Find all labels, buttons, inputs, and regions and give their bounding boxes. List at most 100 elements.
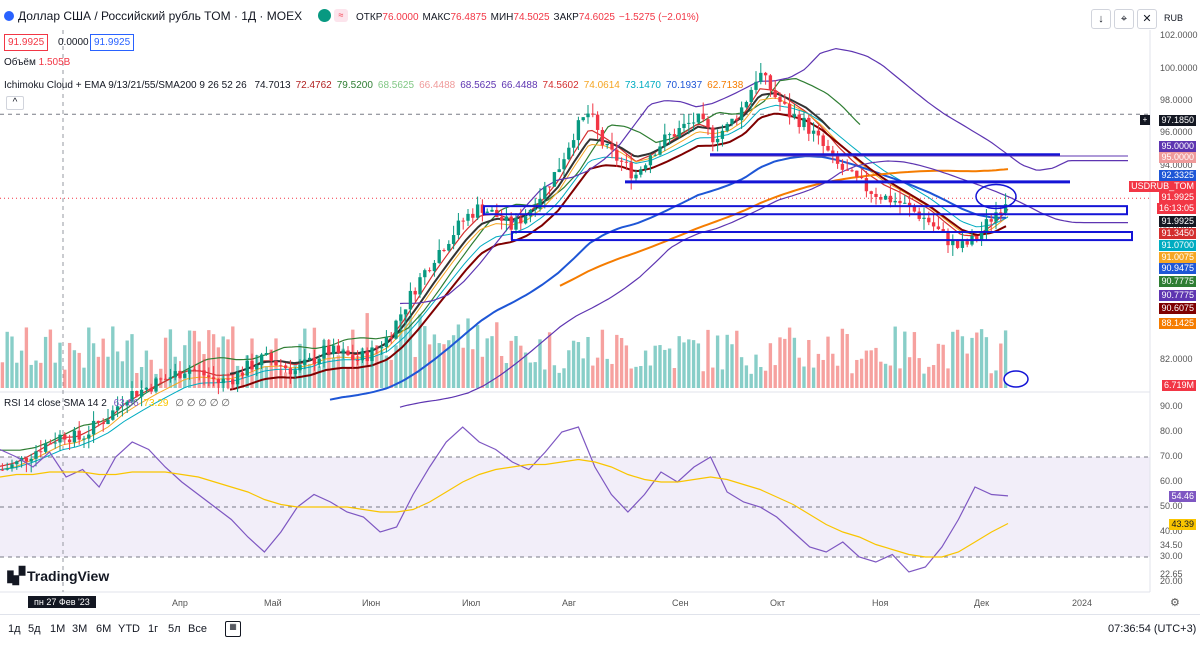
volume-bar	[240, 372, 245, 388]
ohlc-key: МИН	[490, 12, 514, 23]
timeframe-button[interactable]: 5л	[168, 623, 181, 635]
candle-body	[663, 134, 667, 147]
candle-body	[202, 370, 206, 376]
candle-body	[490, 209, 494, 212]
volume-value: 1.505B	[38, 57, 71, 68]
volume-bar	[922, 373, 926, 388]
candle-body	[216, 379, 221, 384]
volume-bar	[226, 339, 230, 388]
arrow-down-icon[interactable]: ↓	[1091, 9, 1111, 29]
candle-body	[250, 361, 254, 370]
candle-body	[658, 146, 662, 155]
volume-bar	[778, 337, 782, 388]
candle-body	[312, 357, 317, 365]
volume-bar	[331, 357, 336, 388]
candle-body	[432, 262, 437, 272]
candle-body	[269, 353, 273, 361]
collapse-legend-button[interactable]: ^	[6, 96, 24, 110]
volume-bar	[581, 358, 585, 388]
volume-bar	[629, 368, 633, 388]
approx-data-icon[interactable]: ≈	[334, 9, 348, 22]
volume-bar	[533, 362, 537, 388]
settings-gear-icon[interactable]: ⚙	[1170, 597, 1180, 609]
price-axis-label: 88.1425	[1159, 318, 1196, 329]
volume-bar	[787, 327, 792, 388]
candle-body	[423, 270, 427, 278]
volume-bar	[696, 343, 701, 388]
timeframe-button[interactable]: YTD	[118, 623, 140, 635]
volume-legend[interactable]: Объём 1.505B	[4, 57, 70, 68]
timeframe-button[interactable]: 1г	[148, 623, 159, 635]
volume-bar	[802, 366, 806, 388]
candle-body	[139, 389, 144, 397]
candle-body	[39, 451, 43, 453]
rsi-tick-label: 22.65	[1160, 569, 1183, 580]
candle-body	[619, 160, 624, 162]
sell-price-box[interactable]: 91.9925	[4, 34, 49, 51]
ichimoku-legend[interactable]: Ichimoku Cloud + EMA 9/13/21/55/SMA200 9…	[4, 80, 743, 91]
indicator-value: 79.5200	[336, 80, 373, 91]
volume-bar	[816, 353, 821, 388]
candle-body	[173, 371, 177, 378]
candle-body	[178, 371, 182, 378]
volume-bar	[283, 372, 288, 388]
candle-body	[763, 72, 768, 76]
volume-bar	[125, 340, 129, 388]
volume-bar	[519, 345, 523, 388]
candle-body	[951, 239, 955, 246]
timeframe-button[interactable]: Все	[188, 623, 207, 635]
timeframe-button[interactable]: 6М	[96, 623, 112, 635]
candle-body	[207, 375, 211, 378]
date-range-icon[interactable]: ▦	[225, 621, 241, 637]
indicator-value: 68.5625	[460, 80, 497, 91]
volume-bar	[480, 356, 485, 388]
tradingview-logo[interactable]: ▮▞ TradingView	[6, 566, 109, 586]
candle-body	[610, 143, 614, 150]
volume-bar	[106, 356, 110, 388]
close-icon[interactable]: ✕	[1137, 9, 1157, 29]
dividends-flag-icon	[1003, 370, 1029, 388]
volume-bar	[82, 367, 86, 388]
volume-bar	[893, 326, 897, 388]
volume-bar	[101, 338, 105, 388]
timeframe-button[interactable]: 5д	[28, 623, 41, 635]
candle-body	[10, 464, 14, 469]
volume-bar	[667, 348, 672, 388]
candle-body	[514, 217, 518, 230]
volume-bar	[600, 329, 605, 388]
volume-bar	[538, 339, 542, 388]
volume-bar	[567, 350, 571, 388]
candle-body	[403, 309, 408, 315]
indicator-value: 74.5602	[542, 80, 579, 91]
indicator-value: 73.1470	[624, 80, 661, 91]
candle-body	[163, 378, 168, 380]
volume-bar	[63, 369, 67, 388]
candle-body	[960, 241, 965, 248]
rsi-tick-label: 90.00	[1160, 401, 1183, 411]
symbol-title[interactable]: Доллар США / Российский рубль TOM · 1Д ·…	[18, 9, 303, 23]
volume-bar	[5, 331, 9, 388]
clock[interactable]: 07:36:54 (UTC+3)	[1108, 623, 1197, 635]
timeframe-button[interactable]: 1М	[50, 623, 66, 635]
pin-icon[interactable]: +	[1140, 115, 1150, 125]
candle-body	[384, 337, 389, 348]
buy-price-box[interactable]: 91.9925	[90, 34, 135, 51]
rsi-legend[interactable]: RSI 14 close SMA 14 2 63.86 73.29 ∅ ∅ ∅ …	[4, 398, 230, 409]
timeframe-button[interactable]: 3М	[72, 623, 88, 635]
candle-body	[283, 365, 288, 369]
volume-bar	[912, 332, 917, 388]
candle-body	[106, 419, 110, 425]
timeframe-button[interactable]: 1д	[8, 623, 21, 635]
market-status-icon[interactable]	[318, 9, 331, 22]
indicator-value: 66.4488	[501, 80, 538, 91]
target-icon[interactable]: ⌖	[1114, 9, 1134, 29]
volume-bar	[58, 342, 62, 388]
candle-body	[955, 239, 960, 248]
candle-body	[331, 345, 336, 354]
volume-bar	[447, 340, 451, 388]
candle-body	[855, 170, 859, 177]
candle-body	[346, 350, 350, 356]
currency-selector[interactable]: RUB	[1164, 13, 1184, 23]
candle-body	[149, 387, 153, 392]
